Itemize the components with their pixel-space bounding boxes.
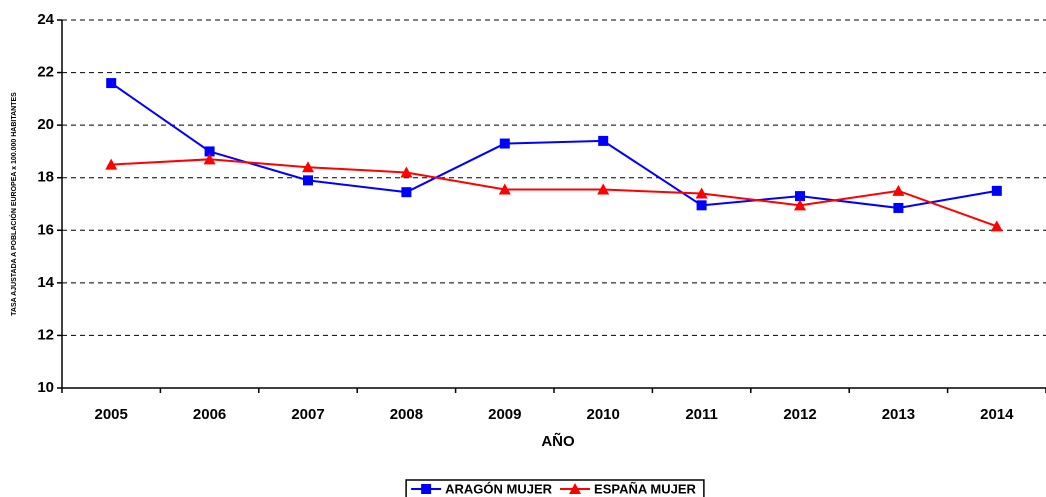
marker: [696, 200, 707, 211]
marker: [597, 183, 610, 195]
legend-label: ARAGÓN MUJER: [445, 481, 553, 496]
y-axis-label: TASA AJUSTADA A POBLACIÓN EUROPEA x 100.…: [9, 92, 18, 316]
marker: [695, 187, 708, 199]
marker: [400, 166, 413, 178]
y-tick-label: 12: [37, 326, 54, 343]
marker: [303, 175, 313, 186]
y-tick-label: 18: [37, 169, 54, 186]
legend: ARAGÓN MUJER ESPAÑA MUJER: [405, 479, 705, 497]
y-tick-label: 16: [37, 221, 54, 238]
marker: [795, 191, 805, 202]
y-tick-label: 24: [37, 11, 54, 28]
x-tick-label: 2005: [95, 406, 128, 423]
y-tick-label: 20: [37, 116, 54, 133]
y-tick-label: 14: [37, 274, 54, 291]
marker: [893, 202, 904, 213]
x-tick-label: 2014: [980, 406, 1014, 423]
marker: [569, 483, 582, 494]
marker: [598, 135, 609, 146]
x-tick-label: 2012: [783, 406, 816, 423]
marker: [990, 220, 1003, 232]
marker: [499, 138, 510, 149]
x-tick-label: 2013: [882, 406, 915, 423]
marker: [203, 153, 216, 165]
marker: [204, 146, 215, 157]
x-tick-label: 2011: [685, 406, 718, 423]
x-tick-label: 2008: [390, 406, 423, 423]
legend-label: ESPAÑA MUJER: [594, 481, 696, 496]
series-line: [111, 158, 998, 228]
x-tick-label: 2010: [587, 406, 620, 423]
marker: [991, 185, 1002, 196]
x-tick-label: 2006: [193, 406, 226, 423]
marker: [892, 184, 905, 196]
marker: [106, 78, 117, 89]
marker: [401, 187, 412, 198]
marker: [105, 158, 118, 170]
series-line: [110, 82, 997, 209]
y-tick-label: 22: [37, 64, 54, 81]
marker: [302, 161, 314, 173]
x-axis-label: AÑO: [541, 432, 575, 450]
legend-box: [405, 479, 705, 497]
marker: [794, 199, 806, 211]
marker: [498, 183, 511, 195]
x-tick-label: 2007: [291, 406, 324, 423]
marker: [421, 484, 432, 494]
y-tick-label: 10: [37, 379, 54, 396]
x-tick-label: 2009: [488, 406, 521, 423]
